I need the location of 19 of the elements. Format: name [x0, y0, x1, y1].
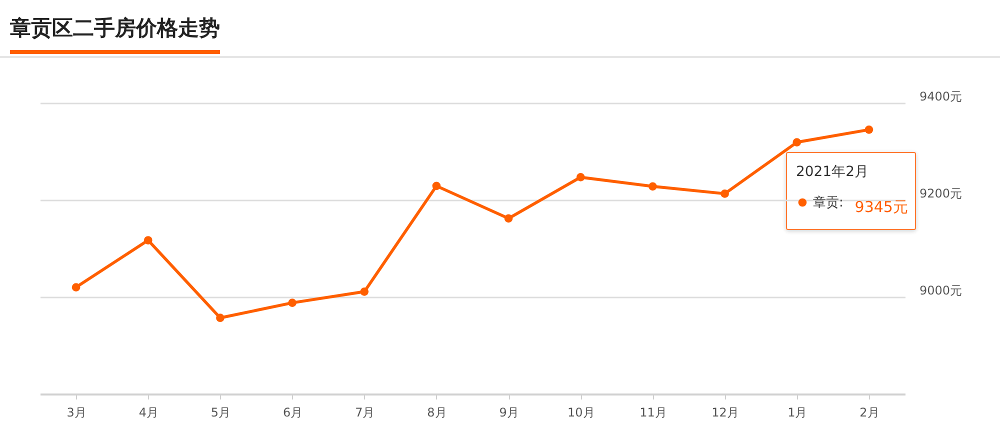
- x-tick-label: 11月: [640, 406, 667, 420]
- x-tick-label: 12月: [712, 406, 739, 420]
- y-tick-label: 9200元: [920, 186, 962, 200]
- x-tick-label: 6月: [282, 406, 303, 420]
- y-tick-label: 9400元: [920, 90, 962, 104]
- annotation: 2021年2月: [796, 164, 869, 180]
- x-tick-label: 2月: [860, 406, 880, 420]
- x-tick-label: 4月: [138, 406, 158, 420]
- chart-title: 章贡区二手房价格走势: [10, 14, 220, 54]
- x-tick-label: 10月: [567, 406, 595, 420]
- annotation: 9345元: [854, 198, 908, 216]
- x-tick-label: 9月: [499, 406, 519, 420]
- x-tick-label: 8月: [427, 406, 447, 420]
- y-tick-label: 9000元: [920, 284, 962, 298]
- legend-label: 章贡:: [812, 196, 844, 210]
- x-tick-label: 5月: [210, 406, 231, 420]
- x-tick-label: 1月: [788, 406, 808, 420]
- x-tick-label: 3月: [66, 406, 86, 420]
- x-tick-label: 7月: [355, 406, 375, 420]
